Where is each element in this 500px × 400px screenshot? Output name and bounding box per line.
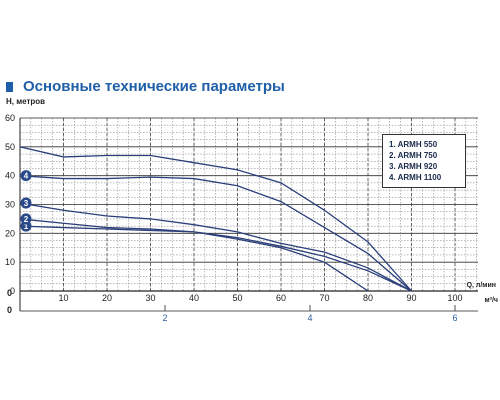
series-marker-label: 1 [24,222,29,231]
series-marker-3 [20,197,32,209]
series-marker-label: 4 [24,172,29,181]
legend-item: 4. ARMH 1100 [389,173,442,182]
y-axis-label: Н, метров [6,97,45,106]
y-tick-label: 60 [5,113,15,123]
y-tick-label: 10 [5,257,15,267]
legend-item: 1. ARMH 550 [389,140,438,149]
x-tick-label: 80 [363,293,373,303]
section-title: Основные технические параметры [6,78,285,95]
x-tick-label: 0 [7,288,12,298]
x2-tick-label: 6 [452,313,457,323]
x-tick-label: 10 [58,293,68,303]
x2-tick-label: 2 [162,313,167,323]
x-tick-label: 40 [189,293,199,303]
x-axis-label: Q, л/мин [467,282,496,289]
y-tick-label: 20 [5,228,15,238]
x-tick-label: 60 [276,293,286,303]
legend-item: 2. ARMH 750 [389,151,438,160]
x-tick-label: 90 [406,293,416,303]
y-tick-label: 40 [5,171,15,181]
page-title: Основные технические параметры [23,78,285,95]
chart-legend: 1. ARMH 550 2. ARMH 750 3. ARMH 920 4. ARMH… [382,134,466,188]
x-tick-label: 30 [145,293,155,303]
x-tick-label: 20 [102,293,112,303]
y-tick-label: 50 [5,142,15,152]
series-line-3 [19,202,412,292]
legend-item: 3. ARMH 920 [389,162,438,171]
x-tick-label: 50 [232,293,242,303]
series-marker-label: 3 [24,199,29,208]
series-marker-2 [20,213,32,225]
series-line-1 [19,225,369,292]
series-marker-4 [20,170,32,182]
title-marker [6,81,13,92]
series-marker-label: 2 [24,215,29,224]
series-line-2 [19,218,412,292]
y-tick-label: 0 [10,286,15,296]
y-tick-label: 30 [5,200,15,210]
x-tick-label: 100 [447,293,462,303]
series-line-4 [19,175,412,292]
x2-tick-label: 4 [307,313,312,323]
x2-tick-label: 0 [7,305,12,315]
series-line-5 [19,146,412,292]
x2-axis-label: м³/ч [484,297,498,304]
x-tick-label: 70 [319,293,329,303]
